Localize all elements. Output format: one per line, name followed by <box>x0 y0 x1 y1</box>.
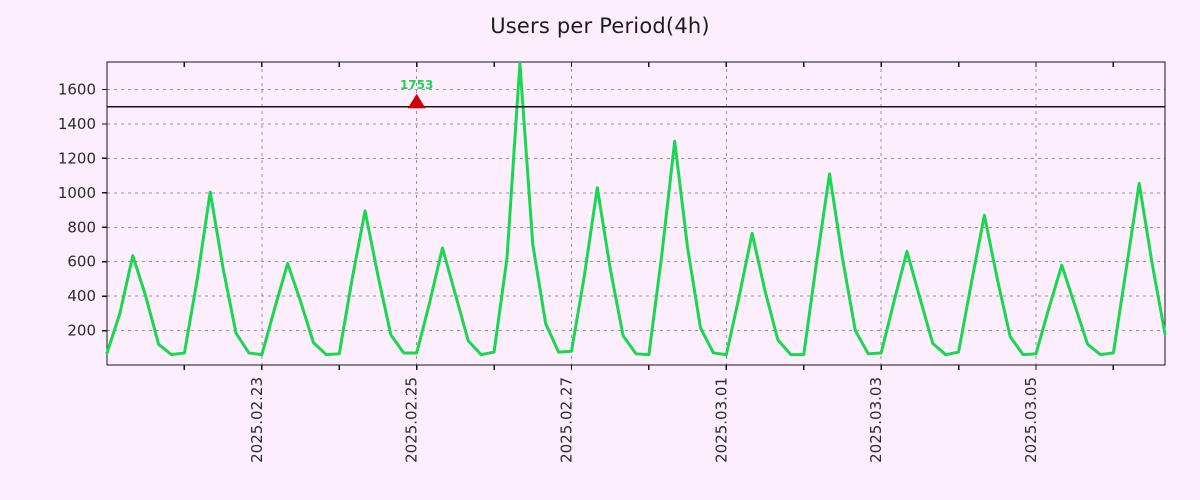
x-axis-tick-label: 2025.03.01 <box>712 377 730 463</box>
gridlines <box>107 62 1165 365</box>
y-axis-tick-label: 1600 <box>58 81 96 99</box>
x-axis-tick-label: 2025.03.03 <box>867 377 885 463</box>
chart-title: Users per Period(4h) <box>490 14 710 38</box>
y-axis-ticks <box>102 88 107 332</box>
y-axis-labels: 200 400 600 800 1000 1200 1400 1600 <box>58 81 96 340</box>
y-axis-tick-label: 1000 <box>58 184 96 202</box>
plot-frame <box>106 61 1166 366</box>
x-axis-tick-label: 2025.02.25 <box>403 377 421 463</box>
x-axis-labels: 2025.02.23 2025.02.25 2025.02.27 2025.03.01… <box>248 377 1040 463</box>
data-series-users <box>105 61 1167 357</box>
users-line <box>105 61 1167 357</box>
x-axis-tick-label: 2025.03.05 <box>1022 377 1040 463</box>
y-axis-tick-label: 1400 <box>58 115 96 133</box>
peak-marker: 1753 <box>400 78 433 109</box>
x-axis-tick-label: 2025.02.27 <box>557 377 575 463</box>
peak-value-label: 1753 <box>400 78 433 92</box>
y-axis-tick-label: 1200 <box>58 149 96 167</box>
x-axis-ticks <box>183 62 1115 370</box>
peak-triangle-icon <box>407 93 426 109</box>
y-axis-tick-label: 600 <box>67 253 96 271</box>
y-axis-tick-label: 400 <box>67 287 96 305</box>
y-axis-tick-label: 200 <box>67 322 96 340</box>
y-axis-tick-label: 800 <box>67 218 96 236</box>
x-axis-tick-label: 2025.02.23 <box>248 377 266 463</box>
